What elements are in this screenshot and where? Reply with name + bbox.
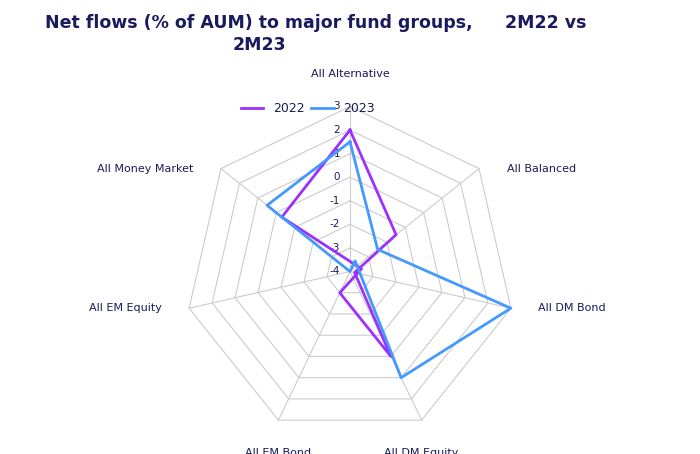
Text: 0: 0 (334, 172, 340, 182)
Text: 3: 3 (334, 102, 340, 112)
Text: All Money Market: All Money Market (97, 163, 193, 173)
Text: All EM Bond: All EM Bond (245, 448, 312, 454)
Text: 2: 2 (334, 125, 340, 135)
Text: 1: 1 (334, 148, 340, 158)
Text: -4: -4 (330, 266, 340, 276)
Text: All EM Equity: All EM Equity (89, 303, 162, 313)
Text: Net flows (% of AUM) to major fund groups,
2M23: Net flows (% of AUM) to major fund group… (46, 14, 473, 54)
Legend: 2022, 2023: 2022, 2023 (236, 97, 380, 120)
Text: All DM Equity: All DM Equity (384, 448, 458, 454)
Text: All DM Bond: All DM Bond (538, 303, 606, 313)
Text: 2M22 vs: 2M22 vs (505, 14, 587, 32)
Text: -1: -1 (330, 196, 340, 206)
Text: -3: -3 (330, 243, 340, 253)
Text: All Balanced: All Balanced (507, 163, 575, 173)
Text: All Alternative: All Alternative (311, 69, 389, 79)
Text: -2: -2 (330, 219, 340, 229)
